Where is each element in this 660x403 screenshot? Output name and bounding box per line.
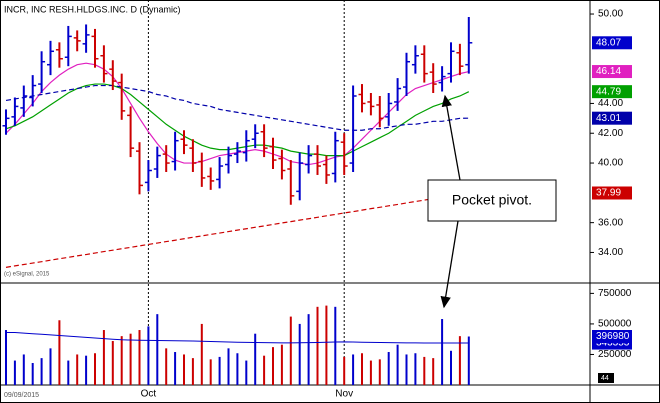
value-box-label: 48.07 <box>596 37 621 48</box>
y-tick-label: 34.00 <box>598 247 623 258</box>
volume-bar <box>111 341 114 385</box>
value-box-label: 343353 <box>596 338 630 349</box>
volume-bar <box>263 355 266 385</box>
volume-bar <box>423 356 426 385</box>
volume-bar <box>458 336 461 385</box>
volume-bar <box>343 356 346 385</box>
volume-bar <box>441 319 444 385</box>
copyright: (c) eSignal, 2015 <box>4 272 50 278</box>
volume-bar <box>236 353 239 385</box>
annotation-box <box>427 179 557 222</box>
volume-bar <box>254 333 257 385</box>
volume-bar <box>85 355 88 385</box>
value-box-label: 396980 <box>596 331 630 342</box>
volume-bar <box>272 347 274 385</box>
volume-bar <box>94 353 96 385</box>
volume-bar <box>40 358 43 385</box>
volume-bar <box>432 358 435 385</box>
value-box-label: 44.79 <box>596 86 621 97</box>
x-tick-label: Nov <box>335 389 353 400</box>
x-start-label: 09/09/2015 <box>4 392 39 399</box>
y-tick-label: 250000 <box>598 349 632 360</box>
volume-bar <box>165 348 168 385</box>
volume-bar <box>387 352 390 385</box>
volume-bar <box>31 363 34 385</box>
volume-average <box>6 331 469 344</box>
volume-bar <box>227 348 230 385</box>
volume-bar <box>361 353 363 385</box>
y-tick-label: 40.00 <box>598 158 623 169</box>
volume-bar <box>396 344 399 385</box>
volume-bar <box>129 333 132 385</box>
corner-box <box>598 373 614 383</box>
volume-bar <box>200 323 203 385</box>
y-tick-label: 42.00 <box>598 128 623 139</box>
y-tick-label: 36.00 <box>598 217 623 228</box>
y-tick-label: 750000 <box>598 288 632 299</box>
volume-bar <box>49 348 52 385</box>
volume-bar <box>378 359 381 385</box>
volume-bar <box>467 336 470 385</box>
value-box <box>592 85 632 99</box>
volume-bar <box>191 358 194 385</box>
value-box-label: 43.01 <box>596 113 621 124</box>
volume-bar <box>5 330 7 385</box>
volume-bar <box>120 336 123 385</box>
volume-bar <box>147 326 150 385</box>
volume-bar <box>13 360 16 385</box>
y-tick-label: 44.00 <box>598 98 623 109</box>
volume-bar <box>289 316 292 385</box>
value-box-label: 46.14 <box>596 66 621 77</box>
volume-bar <box>209 359 212 385</box>
y-tick-label: 50.00 <box>598 9 623 20</box>
moving-average <box>5 84 469 131</box>
moving-average <box>5 192 469 268</box>
volume-bar <box>414 353 417 385</box>
value-box <box>592 65 632 79</box>
volume-bar <box>298 323 301 385</box>
volume-bar <box>138 330 141 385</box>
corner-label: 44 <box>601 375 609 382</box>
value-box <box>592 36 632 50</box>
volume-bar <box>67 360 70 385</box>
value-box <box>592 330 632 344</box>
volume-bar <box>218 356 221 385</box>
volume-bar <box>22 354 25 385</box>
volume-bar <box>369 360 372 385</box>
arrow <box>440 220 459 309</box>
volume-bar <box>280 344 283 385</box>
value-box <box>592 186 632 200</box>
volume-bar <box>334 306 337 385</box>
volume-bar <box>58 320 61 385</box>
volume-bar <box>316 306 319 385</box>
volume-bar <box>352 354 355 385</box>
y-tick-label: 500000 <box>598 319 632 330</box>
volume-bar <box>450 350 452 385</box>
chart-title: INCR, INC RESH.HLDGS.INC. D (Dynamic) <box>4 4 181 14</box>
volume-bar <box>325 305 328 385</box>
annotation: Pocket pivot. <box>452 192 532 208</box>
volume-bar <box>156 314 159 385</box>
arrow <box>441 94 461 181</box>
volume-bar <box>174 352 177 385</box>
x-tick-label: Oct <box>141 389 157 400</box>
value-box-label: 37.99 <box>596 188 621 199</box>
value-box <box>592 111 632 125</box>
volume-bar <box>405 354 408 385</box>
volume-bar <box>245 360 248 385</box>
volume-bar <box>183 354 185 385</box>
volume-bar <box>76 354 79 385</box>
volume-bar <box>102 330 105 385</box>
volume-bar <box>307 314 310 385</box>
